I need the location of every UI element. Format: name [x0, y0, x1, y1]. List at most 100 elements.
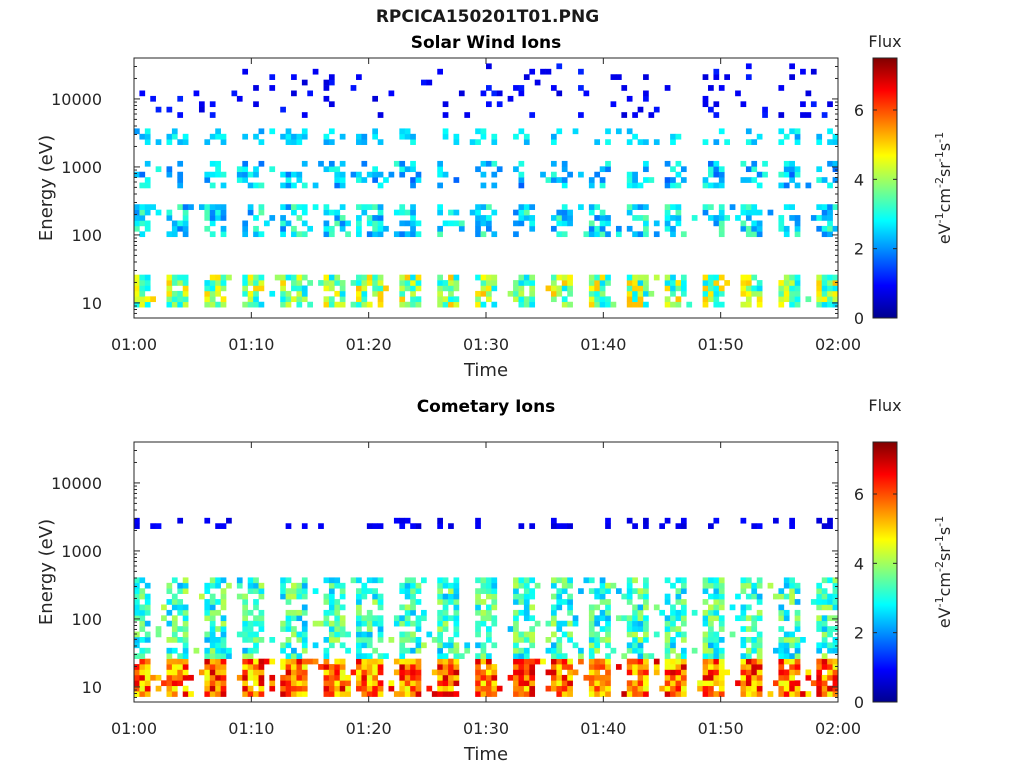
- heatmap-cell: [594, 139, 601, 145]
- heatmap-cell: [144, 599, 151, 605]
- heatmap-cell: [659, 523, 666, 529]
- heatmap-cell: [783, 204, 790, 210]
- heatmap-cell: [740, 274, 747, 281]
- heatmap-cell: [745, 128, 752, 135]
- heatmap-cell: [680, 599, 687, 605]
- heatmap-cell: [377, 577, 384, 584]
- heatmap-cell: [421, 615, 427, 622]
- heatmap-cell: [632, 647, 638, 654]
- heatmap-cell: [328, 296, 335, 303]
- heatmap-cell: [307, 225, 314, 232]
- heatmap-cell: [545, 647, 552, 654]
- heatmap-cell: [150, 296, 156, 303]
- heatmap-cell: [377, 658, 384, 665]
- heatmap-cell: [393, 517, 400, 524]
- heatmap-cell: [448, 658, 454, 665]
- heatmap-cell: [291, 90, 297, 97]
- heatmap-cell: [632, 215, 638, 221]
- heatmap-cell: [567, 301, 573, 308]
- heatmap-cell: [280, 626, 286, 632]
- panel-title: Solar Wind Ions: [411, 33, 562, 53]
- heatmap-cell: [507, 626, 514, 632]
- heatmap-cell: [399, 160, 406, 167]
- heatmap-cell: [215, 653, 221, 659]
- heatmap-cell: [177, 220, 184, 227]
- heatmap-cell: [296, 680, 303, 687]
- heatmap-cell: [323, 133, 330, 140]
- heatmap-cell: [215, 637, 221, 643]
- heatmap-cell: [280, 231, 286, 238]
- heatmap-cell: [166, 647, 173, 654]
- heatmap-cell: [599, 588, 606, 594]
- heatmap-cell: [832, 604, 839, 611]
- heatmap-cell: [605, 523, 611, 529]
- heatmap-cell: [588, 615, 595, 622]
- heatmap-cell: [372, 523, 378, 529]
- heatmap-cell: [718, 588, 725, 594]
- heatmap-cell: [491, 209, 498, 216]
- heatmap-cell: [588, 209, 595, 216]
- heatmap-cell: [821, 225, 828, 232]
- heatmap-cell: [171, 669, 178, 676]
- heatmap-cell: [209, 626, 216, 632]
- heatmap-cell: [144, 691, 151, 697]
- heatmap-cell: [637, 296, 644, 303]
- heatmap-cell: [513, 280, 519, 286]
- heatmap-cell: [209, 296, 216, 303]
- heatmap-cell: [437, 588, 443, 594]
- heatmap-cell: [301, 285, 308, 292]
- heatmap-cell: [567, 280, 573, 286]
- x-tick-label: 01:30: [463, 335, 509, 354]
- heatmap-cell: [242, 637, 249, 643]
- heatmap-cell: [312, 68, 319, 75]
- heatmap-cell: [448, 301, 454, 308]
- heatmap-cell: [166, 609, 173, 616]
- heatmap-cell: [523, 674, 530, 681]
- heatmap-cell: [209, 631, 216, 638]
- heatmap-cell: [594, 604, 601, 611]
- heatmap-cell: [204, 225, 211, 232]
- heatmap-cell: [404, 631, 411, 638]
- heatmap-cell: [594, 301, 601, 308]
- heatmap-cell: [415, 620, 422, 627]
- heatmap-cell: [518, 599, 525, 605]
- heatmap-cell: [827, 517, 833, 524]
- heatmap-cell: [242, 631, 249, 638]
- heatmap-cell: [670, 642, 676, 649]
- heatmap-cell: [404, 664, 411, 670]
- heatmap-cell: [794, 609, 801, 616]
- heatmap-cell: [783, 658, 790, 665]
- heatmap-cell: [827, 225, 833, 232]
- heatmap-cell: [198, 593, 205, 600]
- heatmap-cell: [242, 68, 249, 75]
- heatmap-cell: [599, 231, 606, 238]
- heatmap-cell: [296, 674, 303, 681]
- colorbar-title: Flux: [868, 32, 901, 51]
- heatmap-cell: [442, 280, 449, 286]
- heatmap-cell: [486, 296, 492, 303]
- heatmap-cell: [285, 615, 292, 622]
- heatmap-cell: [713, 593, 720, 600]
- heatmap-cell: [821, 664, 828, 670]
- heatmap-cell: [258, 609, 265, 616]
- heatmap-cell: [578, 85, 584, 91]
- heatmap-cell: [334, 274, 341, 281]
- heatmap-cell: [523, 301, 530, 308]
- heatmap-cell: [182, 647, 189, 654]
- heatmap-cell: [253, 280, 259, 286]
- heatmap-cell: [399, 620, 406, 627]
- heatmap-cell: [258, 285, 265, 292]
- heatmap-cell: [334, 290, 341, 297]
- heatmap-cell: [713, 274, 720, 281]
- heatmap-cell: [486, 658, 492, 665]
- heatmap-cell: [253, 637, 259, 643]
- heatmap-cell: [518, 593, 525, 600]
- heatmap-cell: [166, 620, 173, 627]
- heatmap-cell: [182, 231, 189, 238]
- heatmap-cell: [789, 523, 795, 529]
- heatmap-cell: [139, 615, 146, 622]
- heatmap-cell: [789, 685, 795, 692]
- heatmap-cell: [486, 274, 492, 281]
- heatmap-cell: [556, 285, 563, 292]
- heatmap-cell: [339, 615, 346, 622]
